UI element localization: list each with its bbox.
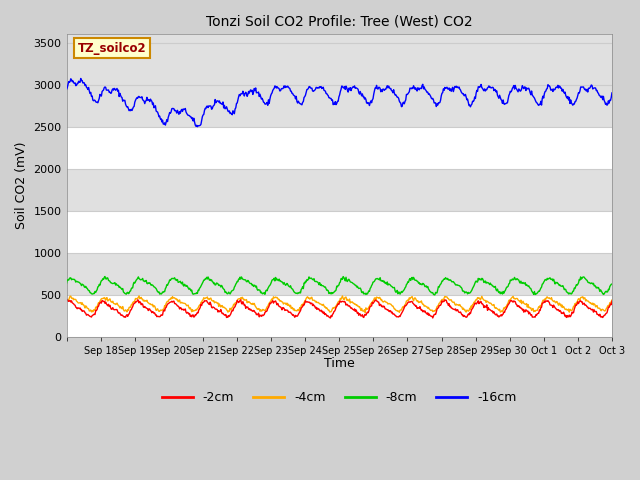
Bar — [67, 85, 612, 127]
X-axis label: Time: Time — [324, 357, 355, 370]
Legend: -2cm, -4cm, -8cm, -16cm: -2cm, -4cm, -8cm, -16cm — [157, 386, 522, 409]
Y-axis label: Soil CO2 (mV): Soil CO2 (mV) — [15, 142, 28, 229]
Text: TZ_soilco2: TZ_soilco2 — [77, 42, 146, 55]
Bar — [67, 35, 612, 85]
Title: Tonzi Soil CO2 Profile: Tree (West) CO2: Tonzi Soil CO2 Profile: Tree (West) CO2 — [206, 15, 472, 29]
Bar — [67, 253, 612, 295]
Bar — [67, 169, 612, 211]
